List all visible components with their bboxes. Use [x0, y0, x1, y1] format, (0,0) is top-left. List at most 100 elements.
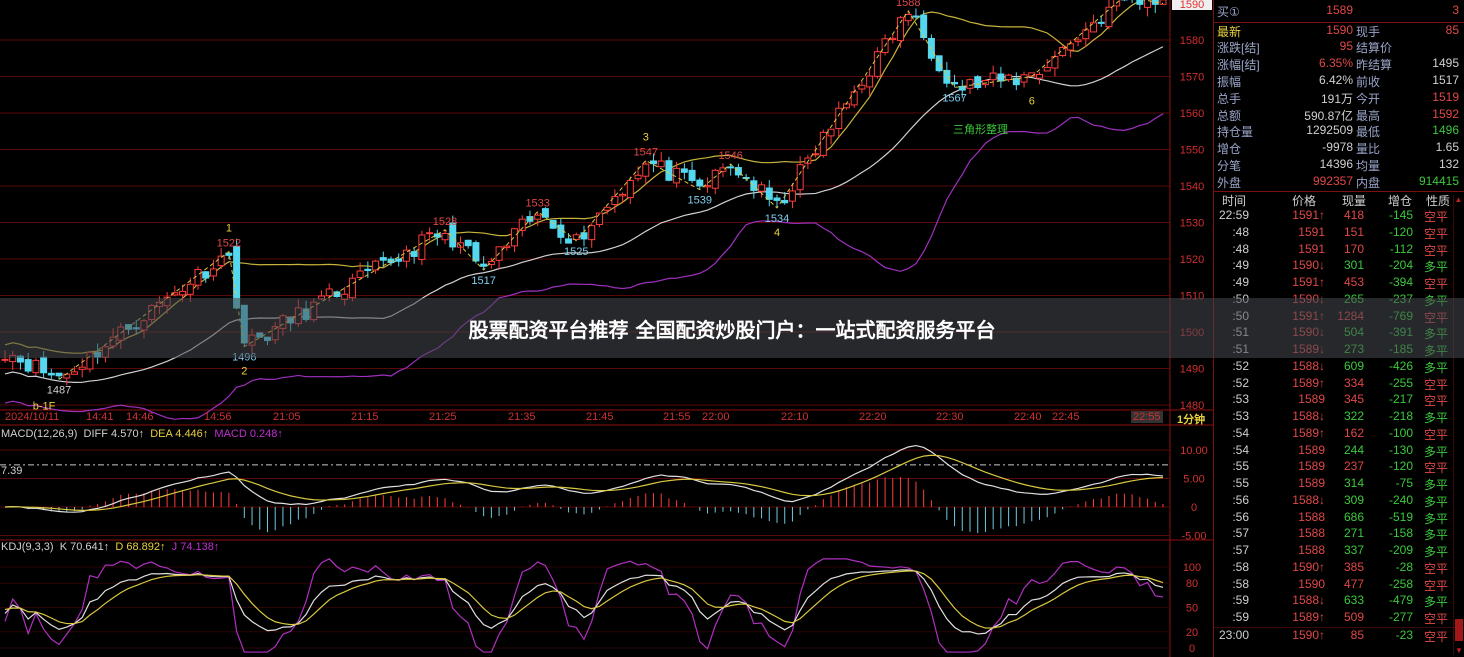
time-axis-label: 21:25 [429, 411, 457, 423]
candle-down [202, 271, 210, 279]
quote-label: 涨跌[结] [1217, 40, 1260, 55]
trade-price: 1589 [1298, 476, 1325, 491]
trade-row: :53 1589 345 -217 空平 [1214, 392, 1464, 409]
candle-down [472, 242, 480, 262]
macd-axis-label: 5.00 [1183, 474, 1204, 486]
trade-nature: 多平 [1424, 511, 1449, 526]
trade-oi-change: -277 [1388, 610, 1413, 625]
candle-down [958, 85, 966, 91]
trade-oi-change: -217 [1388, 392, 1413, 407]
pivot-price-label: 1517 [471, 275, 495, 287]
trade-volume: 334 [1343, 375, 1364, 390]
time-axis-label: 21:45 [586, 411, 614, 423]
quote-label: 量比 [1356, 142, 1381, 157]
trade-nature: 空平 [1424, 461, 1449, 476]
quote-label: 结算价 [1356, 40, 1393, 55]
candle-down [379, 257, 387, 261]
quote-label: 前收 [1356, 74, 1381, 89]
trade-row: :48 1591 151 -120 空平 [1214, 225, 1464, 242]
quote-value: 191万 [1320, 91, 1353, 106]
overlay-banner: 股票配资平台推荐 全国配资炒股门户：一站式配资服务平台 [0, 298, 1464, 358]
scrollbar[interactable]: ▲ ▼ [1453, 195, 1463, 655]
trade-nature: 空平 [1424, 394, 1449, 409]
candle-up [348, 277, 356, 299]
pivot-price-label: 1546 [718, 150, 742, 162]
trade-oi-change: -145 [1388, 208, 1413, 222]
trade-time: :48 [1232, 224, 1249, 239]
candle-down [580, 232, 588, 240]
trade-time: :57 [1232, 543, 1249, 558]
pivot-price-label: 1567 [942, 92, 966, 104]
candle-up [966, 79, 974, 89]
scroll-thumb[interactable] [1455, 619, 1463, 641]
trade-oi-change: -204 [1388, 258, 1413, 273]
bid-row: 买① 1589 3 [1214, 3, 1464, 20]
trade-row: :54 1589 244 -130 多平 [1214, 443, 1464, 460]
quote-row: 涨幅[结] 6.35% 昨结算 1495 [1214, 56, 1464, 73]
quote-row: 持仓量 1292509 最低 1496 [1214, 123, 1464, 140]
kdj-j-line [4, 558, 1164, 653]
candle-up [534, 214, 542, 220]
trade-nature: 空平 [1424, 243, 1449, 258]
candle-up [171, 292, 179, 296]
trade-price: 1590 [1298, 576, 1325, 591]
quote-value: 1517 [1432, 72, 1459, 87]
trade-nature: 多平 [1424, 478, 1449, 493]
candle-up [866, 75, 874, 88]
time-axis-label: 22:00 [702, 411, 730, 423]
time-axis-label: 14:41 [86, 411, 114, 423]
trade-oi-change: -426 [1388, 358, 1413, 373]
candle-up [611, 196, 619, 206]
trade-time: :57 [1232, 526, 1249, 541]
price-axis-label: 1490 [1180, 364, 1204, 376]
price-axis-label: 1570 [1180, 72, 1204, 84]
trades-header: 时间 价格 现量 增仓 性质 [1214, 191, 1464, 208]
quote-value: 85 [1445, 23, 1459, 37]
candle-up [503, 245, 511, 249]
interval-button[interactable]: 1分钟 [1177, 414, 1206, 426]
quote-label: 昨结算 [1356, 57, 1393, 72]
candle-down [649, 160, 657, 165]
candle-down [47, 372, 55, 376]
trade-price: 1589 [1298, 459, 1325, 474]
trade-oi-change: -255 [1388, 375, 1413, 390]
quote-label: 现手 [1356, 25, 1381, 39]
quote-value: 1519 [1432, 89, 1459, 104]
trade-volume: 633 [1343, 593, 1364, 608]
quote-row: 总额 590.87亿 最高 1592 [1214, 107, 1464, 124]
price-axis-label: 1560 [1180, 108, 1204, 120]
candle-up [402, 249, 410, 262]
time-axis-label: 22:55 [1131, 411, 1163, 423]
trade-time: :56 [1232, 492, 1249, 507]
candle-down [24, 359, 32, 372]
candle-up [372, 260, 380, 271]
trade-volume: 509 [1343, 610, 1364, 625]
trade-row: :57 1588 271 -158 多平 [1214, 526, 1464, 543]
trade-price: 1590↓ [1292, 258, 1325, 273]
trade-volume: 170 [1343, 241, 1364, 256]
trade-row: :55 1589 237 -120 空平 [1214, 459, 1464, 476]
candle-up [642, 163, 650, 177]
wave-number-label: 2 [241, 366, 247, 378]
scroll-down-icon[interactable]: ▼ [1455, 646, 1463, 655]
scroll-up-icon[interactable]: ▲ [1454, 195, 1463, 204]
quote-value: 1496 [1432, 123, 1459, 138]
kdj-axis-label: 100 [1183, 562, 1201, 574]
trade-oi-change: -479 [1388, 593, 1413, 608]
trade-price: 1588↓ [1292, 593, 1325, 608]
candle-down [943, 69, 951, 84]
price-axis-label: 1550 [1180, 145, 1204, 157]
candle-down [565, 238, 573, 244]
candle-up [325, 288, 333, 297]
quote-panel: 买① 1589 3 最新 1590 现手 85 涨跌[结] 95 结算价 涨幅[结… [1213, 0, 1464, 657]
trade-nature: 多平 [1424, 494, 1449, 509]
trade-volume: 337 [1343, 543, 1364, 558]
candle-up [456, 242, 464, 248]
trade-time: :55 [1232, 459, 1249, 474]
quote-value: 6.42% [1318, 72, 1353, 87]
quote-label: 外盘 [1217, 176, 1242, 191]
candle-up [1035, 73, 1043, 79]
macd-axis-label: 10.00 [1180, 445, 1208, 457]
trade-row: :58 1590↑ 385 -28 空平 [1214, 560, 1464, 577]
trade-oi-change: -28 [1395, 559, 1413, 574]
